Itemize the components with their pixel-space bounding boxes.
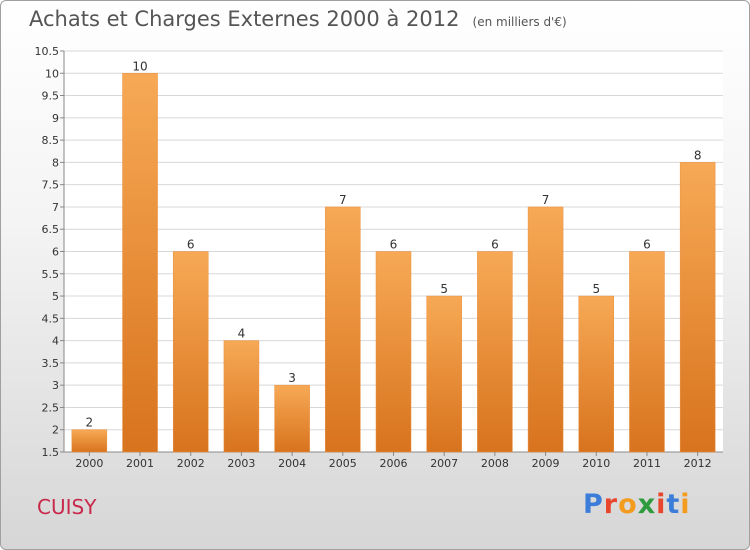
bar xyxy=(122,73,158,453)
bar xyxy=(477,251,513,453)
y-tick-label: 3 xyxy=(52,379,59,392)
data-label: 6 xyxy=(491,238,499,252)
bar xyxy=(679,162,716,453)
bar xyxy=(172,251,209,453)
x-tick-label: 2010 xyxy=(582,457,610,470)
data-label: 10 xyxy=(132,59,147,73)
logo-letter: o xyxy=(618,489,638,520)
logo-letter: i xyxy=(656,489,667,520)
bar xyxy=(71,429,108,453)
y-tick-label: 6 xyxy=(52,246,59,259)
y-tick-label: 7 xyxy=(52,201,59,214)
y-tick-label: 4.5 xyxy=(42,312,60,325)
data-label: 3 xyxy=(288,371,296,385)
bar xyxy=(274,384,310,453)
bar xyxy=(223,340,260,453)
y-tick-label: 10 xyxy=(45,67,59,80)
y-tick-label: 8.5 xyxy=(42,134,60,147)
logo-letter: r xyxy=(603,489,619,520)
y-tick-label: 2.5 xyxy=(42,401,60,414)
logo-letter: i xyxy=(680,489,691,520)
chart-title-text: Achats et Charges Externes 2000 à 2012 xyxy=(29,7,460,31)
y-tick-label: 5.5 xyxy=(42,268,60,281)
y-tick-label: 6.5 xyxy=(42,223,60,236)
x-tick-label: 2003 xyxy=(227,457,255,470)
x-tick-label: 2004 xyxy=(278,457,306,470)
bar xyxy=(629,251,665,453)
bar xyxy=(375,251,412,453)
bar xyxy=(325,206,361,453)
bar xyxy=(578,295,615,453)
y-tick-label: 9.5 xyxy=(42,90,60,103)
data-label: 6 xyxy=(187,238,195,252)
y-tick-label: 2 xyxy=(52,424,59,437)
bar xyxy=(527,206,564,453)
chart-unit: (en milliers d'€) xyxy=(472,15,567,29)
data-label: 6 xyxy=(390,238,398,252)
x-tick-label: 2001 xyxy=(126,457,154,470)
y-tick-label: 3.5 xyxy=(42,357,60,370)
data-label: 8 xyxy=(694,148,702,162)
data-label: 2 xyxy=(86,416,94,430)
x-tick-label: 2005 xyxy=(329,457,357,470)
logo-letter: t xyxy=(666,489,681,520)
y-tick-label: 8 xyxy=(52,156,59,169)
x-tick-label: 2012 xyxy=(684,457,712,470)
data-label: 4 xyxy=(238,327,246,341)
x-tick-label: 2007 xyxy=(430,457,458,470)
logo-letter: P xyxy=(583,489,604,520)
bar xyxy=(426,295,462,453)
y-tick-label: 1.5 xyxy=(42,446,60,459)
y-tick-label: 7.5 xyxy=(42,179,60,192)
x-tick-label: 2000 xyxy=(75,457,103,470)
x-tick-label: 2011 xyxy=(633,457,661,470)
logo-letter: x xyxy=(637,489,657,520)
y-tick-label: 4 xyxy=(52,335,59,348)
x-tick-label: 2006 xyxy=(380,457,408,470)
x-tick-label: 2009 xyxy=(532,457,560,470)
data-label: 5 xyxy=(592,282,600,296)
x-tick-label: 2008 xyxy=(481,457,509,470)
data-label: 7 xyxy=(339,193,347,207)
proxiti-logo: Proxiti xyxy=(583,489,691,520)
y-tick-label: 5 xyxy=(52,290,59,303)
data-label: 7 xyxy=(542,193,550,207)
place-name: CUISY xyxy=(37,495,97,519)
data-label: 5 xyxy=(440,282,448,296)
y-tick-label: 10.5 xyxy=(35,45,60,58)
x-tick-label: 2002 xyxy=(177,457,205,470)
data-label: 6 xyxy=(643,238,651,252)
chart-title: Achats et Charges Externes 2000 à 2012 (… xyxy=(29,7,567,31)
y-tick-label: 9 xyxy=(52,112,59,125)
